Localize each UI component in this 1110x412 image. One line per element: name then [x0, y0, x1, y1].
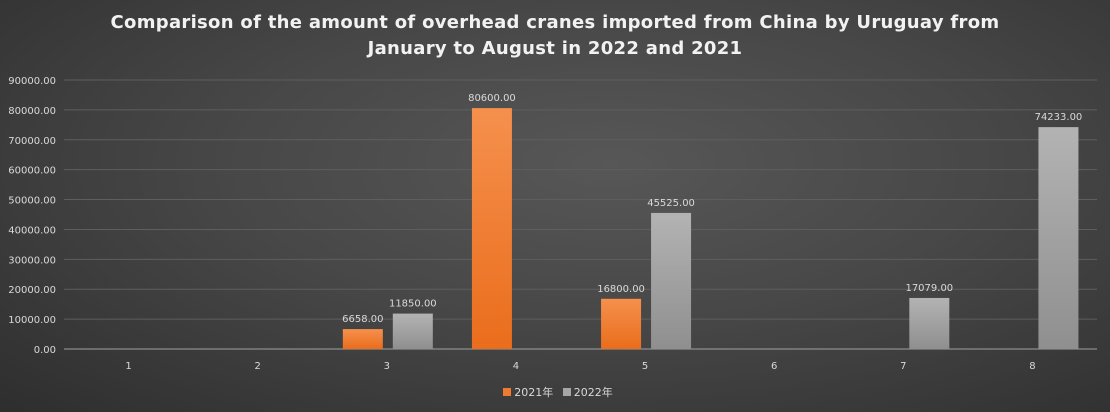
y-tick-label: 60000.00 [8, 166, 56, 177]
data-label: 16800.00 [597, 284, 645, 295]
chart-title-line-1: Comparison of the amount of overhead cra… [110, 12, 1000, 33]
legend-label-2022: 2022年 [573, 386, 613, 399]
y-tick-label: 0.00 [34, 345, 56, 356]
x-tick-label: 2 [255, 361, 261, 372]
y-tick-label: 30000.00 [8, 255, 56, 266]
chart-title: Comparison of the amount of overhead cra… [0, 10, 1110, 62]
legend: 2021年 2022年 [0, 384, 1110, 400]
x-tick-label: 3 [384, 361, 390, 372]
x-tick-label: 7 [900, 361, 906, 372]
y-tick-label: 20000.00 [8, 285, 56, 296]
x-tick-label: 8 [1029, 361, 1035, 372]
legend-label-2021: 2021年 [514, 386, 554, 399]
y-tick-label: 50000.00 [8, 196, 56, 207]
y-tick-label: 40000.00 [8, 225, 56, 236]
data-label: 17079.00 [905, 283, 953, 294]
y-tick-label: 10000.00 [8, 315, 56, 326]
data-label: 80600.00 [468, 93, 516, 104]
bar-2022-month-5 [651, 212, 692, 349]
data-label: 74233.00 [1035, 112, 1083, 123]
legend-swatch-2022 [562, 388, 571, 396]
y-tick-label: 90000.00 [8, 76, 56, 87]
bar-2022-month-8 [1038, 127, 1079, 349]
bar-2022-month-7 [909, 297, 950, 349]
data-label: 6658.00 [342, 314, 383, 325]
bar-2022-month-3 [392, 313, 433, 349]
bar-2021-month-5 [601, 298, 642, 349]
legend-swatch-2021 [503, 388, 512, 396]
chart-title-line-2: January to August in 2022 and 2021 [367, 38, 743, 59]
data-label: 45525.00 [647, 198, 695, 209]
x-tick-label: 5 [642, 361, 648, 372]
bar-2021-month-3 [342, 329, 383, 349]
data-label: 11850.00 [389, 299, 437, 310]
x-tick-label: 6 [771, 361, 777, 372]
y-tick-label: 70000.00 [8, 136, 56, 147]
x-tick-label: 1 [125, 361, 131, 372]
bar-2021-month-4 [471, 108, 512, 350]
y-tick-label: 80000.00 [8, 106, 56, 117]
x-tick-label: 4 [513, 361, 519, 372]
